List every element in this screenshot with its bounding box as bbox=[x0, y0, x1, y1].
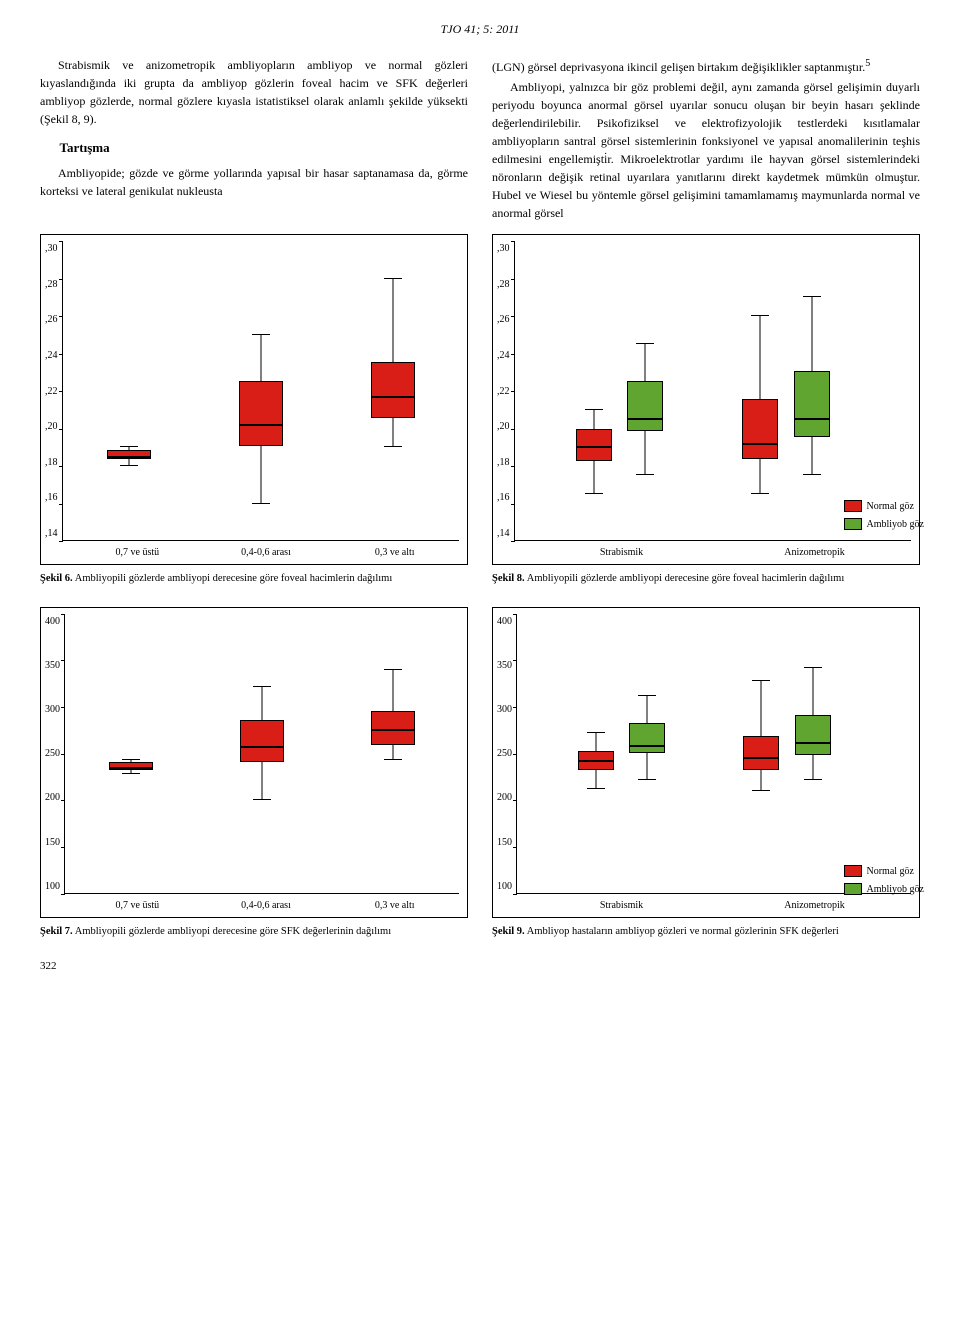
x-tick-label: Anizometropik bbox=[718, 545, 911, 560]
boxplot-box bbox=[627, 240, 663, 540]
legend-label: Ambliyob göz bbox=[867, 882, 925, 897]
x-tick-label: 0,7 ve üstü bbox=[73, 898, 202, 913]
fig6-caption-text: Ambliyopili gözlerde ambliyopi derecesin… bbox=[73, 573, 393, 584]
y-tick-label: ,22 bbox=[45, 384, 58, 399]
y-tick-label: ,16 bbox=[45, 490, 58, 505]
x-tick-label: Strabismik bbox=[525, 898, 718, 913]
y-tick-label: ,24 bbox=[497, 348, 510, 363]
y-tick-label: 300 bbox=[497, 702, 512, 717]
figure-8-legend: Normal göz Ambliyob göz bbox=[844, 499, 925, 535]
legend-label: Normal göz bbox=[867, 864, 915, 879]
y-tick-label: 350 bbox=[497, 658, 512, 673]
x-tick-label: 0,4-0,6 arası bbox=[202, 898, 331, 913]
x-tick-label: 0,3 ve altı bbox=[330, 545, 459, 560]
y-tick-label: ,26 bbox=[497, 312, 510, 327]
y-tick-label: 200 bbox=[45, 790, 60, 805]
x-tick-label: 0,7 ve üstü bbox=[73, 545, 202, 560]
page-number: 322 bbox=[40, 958, 920, 975]
x-tick-label: Anizometropik bbox=[718, 898, 911, 913]
boxplot-box bbox=[576, 240, 612, 540]
figure-7-caption: Şekil 7. Ambliyopili gözlerde ambliyopi … bbox=[40, 924, 468, 940]
y-tick-label: 250 bbox=[497, 746, 512, 761]
y-tick-label: ,24 bbox=[45, 348, 58, 363]
y-tick-label: 400 bbox=[45, 614, 60, 629]
y-tick-label: ,28 bbox=[45, 277, 58, 292]
boxplot-box bbox=[109, 613, 153, 893]
fig7-caption-text: Ambliyopili gözlerde ambliyopi derecesin… bbox=[73, 926, 391, 937]
y-tick-label: 350 bbox=[45, 658, 60, 673]
citation-sup: 5 bbox=[865, 58, 870, 69]
figure-6-caption: Şekil 6. Ambliyopili gözlerde ambliyopi … bbox=[40, 571, 468, 587]
legend-item: Ambliyob göz bbox=[844, 517, 925, 532]
y-tick-label: ,18 bbox=[497, 455, 510, 470]
x-tick-label: 0,3 ve altı bbox=[330, 898, 459, 913]
y-tick-label: ,26 bbox=[45, 312, 58, 327]
y-tick-label: 100 bbox=[497, 879, 512, 894]
y-tick-label: ,30 bbox=[45, 241, 58, 256]
text-columns: Strabismik ve anizometropik ambliyopları… bbox=[40, 56, 920, 224]
fig8-caption-label: Şekil 8. bbox=[492, 573, 525, 584]
boxplot-box bbox=[107, 240, 151, 540]
y-tick-label: 400 bbox=[497, 614, 512, 629]
fig9-caption-text: Ambliyop hastaların ambliyop gözleri ve … bbox=[525, 926, 839, 937]
left-para-1: Strabismik ve anizometropik ambliyopları… bbox=[40, 56, 468, 128]
boxplot-box bbox=[239, 240, 283, 540]
fig8-caption-text: Ambliyopili gözlerde ambliyopi derecesin… bbox=[525, 573, 845, 584]
x-tick-label: 0,4-0,6 arası bbox=[202, 545, 331, 560]
figure-7-chart: 400 350 300 250 200 150 100 0,7 ve üstü0,4-0,6 … bbox=[45, 614, 459, 913]
y-tick-label: ,22 bbox=[497, 384, 510, 399]
figure-9-legend: Normal göz Ambliyob göz bbox=[844, 864, 925, 900]
y-tick-label: ,16 bbox=[497, 490, 510, 505]
legend-item: Normal göz bbox=[844, 864, 925, 879]
right-p1-text: (LGN) görsel deprivasyona ikincil gelişe… bbox=[492, 60, 865, 74]
fig6-caption-label: Şekil 6. bbox=[40, 573, 73, 584]
fig9-caption-label: Şekil 9. bbox=[492, 926, 525, 937]
boxplot-box bbox=[742, 240, 778, 540]
right-para-1: (LGN) görsel deprivasyona ikincil gelişe… bbox=[492, 56, 920, 76]
y-tick-label: ,20 bbox=[497, 419, 510, 434]
boxplot-box bbox=[743, 613, 779, 893]
y-tick-label: 250 bbox=[45, 746, 60, 761]
legend-item: Ambliyob göz bbox=[844, 882, 925, 897]
y-tick-label: ,28 bbox=[497, 277, 510, 292]
y-tick-label: 300 bbox=[45, 702, 60, 717]
y-tick-label: 200 bbox=[497, 790, 512, 805]
fig7-caption-label: Şekil 7. bbox=[40, 926, 73, 937]
y-tick-label: ,20 bbox=[45, 419, 58, 434]
boxplot-box bbox=[240, 613, 284, 893]
y-tick-label: 150 bbox=[45, 835, 60, 850]
figure-6-chart: ,30,28,26,24,22,20,18,16,140,7 ve üstü0,… bbox=[45, 241, 459, 560]
x-tick-label: Strabismik bbox=[525, 545, 718, 560]
y-tick-label: ,30 bbox=[497, 241, 510, 256]
y-tick-label: 150 bbox=[497, 835, 512, 850]
y-tick-label: ,14 bbox=[497, 526, 510, 541]
left-para-2: Ambliyopide; gözde ve görme yollarında y… bbox=[40, 164, 468, 200]
legend-label: Normal göz bbox=[867, 499, 915, 514]
boxplot-box bbox=[371, 240, 415, 540]
figure-6-frame: ,30,28,26,24,22,20,18,16,140,7 ve üstü0,… bbox=[40, 234, 468, 565]
figure-8-caption: Şekil 8. Ambliyopili gözlerde ambliyopi … bbox=[492, 571, 920, 587]
right-column: (LGN) görsel deprivasyona ikincil gelişe… bbox=[492, 56, 920, 224]
y-tick-label: ,14 bbox=[45, 526, 58, 541]
boxplot-box bbox=[794, 240, 830, 540]
page-header: TJO 41; 5: 2011 bbox=[40, 20, 920, 38]
left-column: Strabismik ve anizometropik ambliyopları… bbox=[40, 56, 468, 224]
figure-9-caption: Şekil 9. Ambliyop hastaların ambliyop gö… bbox=[492, 924, 920, 940]
boxplot-box bbox=[371, 613, 415, 893]
y-tick-label: ,18 bbox=[45, 455, 58, 470]
section-heading: Tartışma bbox=[60, 138, 469, 158]
legend-label: Ambliyob göz bbox=[867, 517, 925, 532]
legend-item: Normal göz bbox=[844, 499, 925, 514]
y-tick-label: 100 bbox=[45, 879, 60, 894]
boxplot-box bbox=[795, 613, 831, 893]
boxplot-box bbox=[578, 613, 614, 893]
right-para-2: Ambliyopi, yalnızca bir göz problemi değ… bbox=[492, 78, 920, 222]
figure-7-frame: 400 350 300 250 200 150 100 0,7 ve üstü0,4-0,6 … bbox=[40, 607, 468, 918]
boxplot-box bbox=[629, 613, 665, 893]
